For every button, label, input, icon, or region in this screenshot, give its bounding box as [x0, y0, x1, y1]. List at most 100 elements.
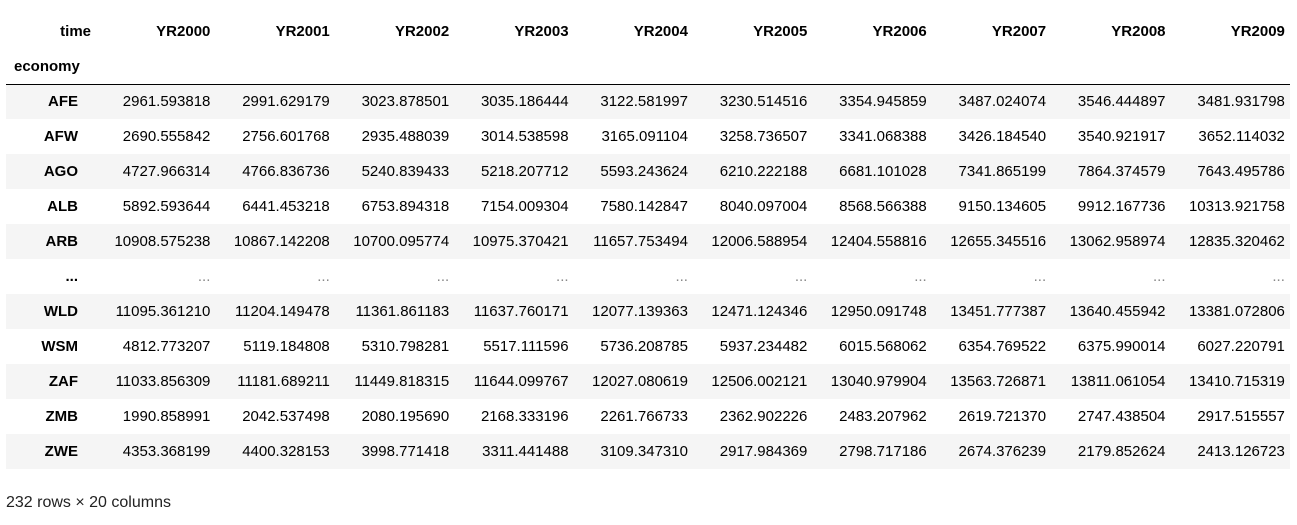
table-cell: 2798.717186: [839, 443, 927, 460]
table-cell: 2917.984369: [719, 443, 808, 460]
table-row: ZAF 11033.856309 11181.689211 11449.818315 1…: [6, 364, 1290, 399]
table-row: ZMB 1990.858991 2042.537498 2080.195690 2168…: [6, 399, 1290, 434]
column-header: YR2005: [753, 23, 808, 40]
column-header: YR2006: [872, 23, 927, 40]
table-cell: ...: [675, 268, 688, 285]
table-cell: 5892.593644: [122, 198, 211, 215]
row-index-label: WLD: [43, 303, 78, 320]
table-cell: 13040.979904: [830, 373, 927, 390]
table-cell: 3014.538598: [480, 128, 569, 145]
table-cell: 2690.555842: [122, 128, 211, 145]
table-cell: 12006.588954: [711, 233, 808, 250]
table-cell: 7864.374579: [1077, 163, 1166, 180]
table-cell: 3546.444897: [1077, 93, 1166, 111]
column-header: YR2003: [514, 23, 569, 40]
table-cell: 9912.167736: [1077, 198, 1166, 215]
table-cell: 3998.771418: [361, 443, 450, 460]
table-cell: ...: [1272, 268, 1285, 285]
table-cell: 2179.852624: [1077, 443, 1166, 460]
table-cell: 2042.537498: [242, 408, 330, 425]
table-cell: 1990.858991: [122, 408, 211, 425]
row-index-label: ZMB: [45, 408, 79, 425]
table-cell: 2413.126723: [1197, 443, 1285, 460]
column-header: YR2004: [633, 23, 688, 40]
table-cell: 2483.207962: [839, 408, 927, 425]
table-cell: 2619.721370: [958, 408, 1047, 425]
table-cell: 5119.184808: [243, 338, 330, 355]
table-cell: 13811.061054: [1070, 373, 1166, 390]
row-index-label: ...: [65, 268, 78, 285]
table-cell: 6015.568062: [839, 338, 927, 355]
table-cell: 10867.142208: [233, 233, 330, 250]
table-cell: 5310.798281: [361, 338, 450, 355]
table-cell: 4812.773207: [122, 338, 211, 355]
table-cell: ...: [436, 268, 450, 285]
row-index-label: AFE: [48, 93, 78, 111]
table-cell: 3035.186444: [480, 93, 569, 111]
table-cell: 13381.072806: [1188, 303, 1285, 320]
table-cell: 3109.347310: [600, 443, 688, 460]
table-cell: 12471.124346: [711, 303, 808, 320]
table-cell: 6354.769522: [958, 338, 1047, 355]
table-row: WLD 11095.361210 11204.149478 11361.861183 1…: [6, 294, 1290, 329]
table-cell: 10975.370421: [472, 233, 569, 250]
table-cell: 11033.856309: [115, 373, 211, 390]
row-index-label: WSM: [41, 338, 78, 355]
table-cell: 2362.902226: [719, 408, 808, 425]
table-cell: 2168.333196: [480, 408, 569, 425]
table-cell: 5517.111596: [483, 338, 569, 355]
table-cell: ...: [1153, 268, 1166, 285]
table-cell: 3652.114032: [1198, 128, 1285, 145]
table-cell: 7154.009304: [480, 198, 569, 215]
table-cell: 12835.320462: [1188, 233, 1285, 250]
table-cell: 5736.208785: [600, 338, 688, 355]
column-header: YR2001: [275, 23, 330, 40]
column-header-row: time YR2000 YR2001 YR2002 YR2003 YR2004 YR200…: [6, 14, 1290, 49]
table-cell: ...: [317, 268, 330, 285]
table-cell: 3487.024074: [958, 93, 1047, 111]
table-cell: 7580.142847: [600, 198, 688, 215]
table-cell: 7341.865199: [958, 163, 1047, 180]
table-cell: 3258.736507: [719, 128, 808, 145]
table-cell: 3165.091104: [601, 128, 688, 145]
row-index-label: AFW: [43, 128, 78, 145]
table-cell: ...: [556, 268, 569, 285]
table-cell: ...: [1033, 268, 1047, 285]
table-cell: 4766.836736: [242, 163, 330, 180]
table-cell: 10313.921758: [1188, 198, 1285, 215]
table-cell: 11637.760171: [473, 303, 569, 320]
table-cell: 2917.515557: [1197, 408, 1285, 425]
table-cell: 3230.514516: [719, 93, 808, 111]
table-cell: 6375.990014: [1077, 338, 1166, 355]
table-cell: 10908.575238: [114, 233, 211, 250]
table-cell: 11204.149478: [234, 303, 330, 320]
table-cell: 11181.689211: [237, 373, 330, 390]
table-cell: 5593.243624: [600, 163, 688, 180]
table-cell: 5937.234482: [719, 338, 808, 355]
table-cell: 2674.376239: [958, 443, 1047, 460]
table-cell: 2935.488039: [361, 128, 450, 145]
table-cell: 2961.593818: [122, 93, 211, 111]
table-cell: 13563.726871: [950, 373, 1047, 390]
table-cell: 2747.438504: [1077, 408, 1166, 425]
table-cell: 8040.097004: [719, 198, 808, 215]
table-cell: 4727.966314: [122, 163, 211, 180]
table-cell: ...: [197, 268, 211, 285]
table-cell: 11361.861183: [355, 303, 450, 320]
table-cell: 11644.099767: [473, 373, 569, 390]
table-cell: 2991.629179: [242, 93, 330, 111]
table-cell: 13410.715319: [1188, 373, 1285, 390]
row-index-name-row: economy: [6, 49, 1290, 84]
row-index-label: ZWE: [44, 443, 78, 460]
table-cell: 3540.921917: [1077, 128, 1166, 145]
table-row: AGO 4727.966314 4766.836736 5240.839433 5218…: [6, 154, 1290, 189]
table-cell: 11095.361210: [115, 303, 211, 320]
ellipsis-row: .................................: [6, 259, 1290, 294]
table-cell: ...: [914, 268, 927, 285]
table-cell: 6441.453218: [242, 198, 330, 215]
column-header: YR2002: [394, 23, 450, 40]
table-cell: 9150.134605: [958, 198, 1047, 215]
table-cell: 2080.195690: [361, 408, 450, 425]
table-cell: 12655.345516: [950, 233, 1047, 250]
table-cell: 4400.328153: [242, 443, 330, 460]
